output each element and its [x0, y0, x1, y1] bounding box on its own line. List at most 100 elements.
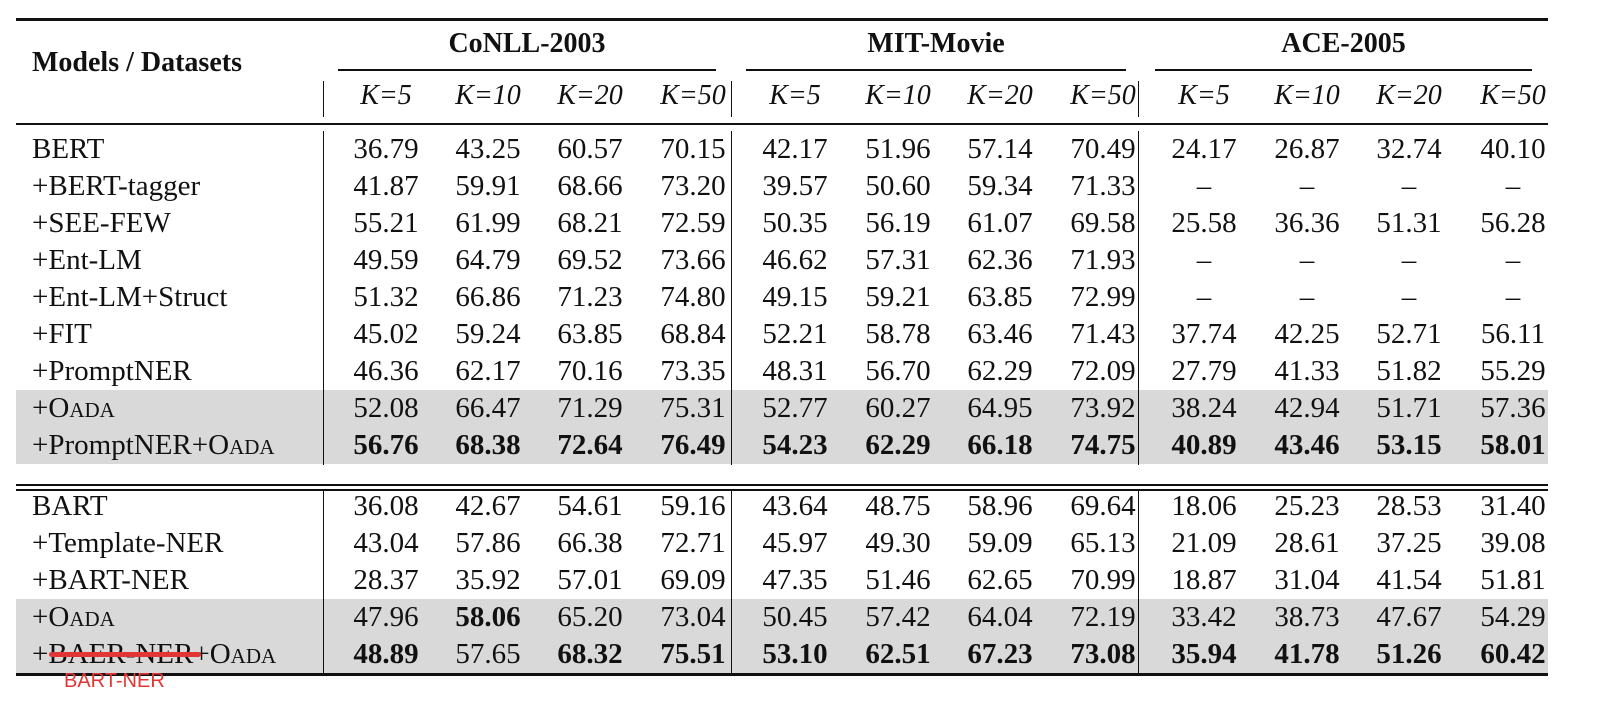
score-cell: 38.24 — [1171, 392, 1237, 424]
score-cell: 48.75 — [865, 490, 931, 522]
score-cell: 56.19 — [865, 207, 931, 239]
score-cell: 71.29 — [557, 392, 623, 424]
score-cell: 56.76 — [353, 429, 419, 461]
score-cell: 49.15 — [762, 281, 828, 313]
score-cell: 69.64 — [1070, 490, 1136, 522]
score-cell: 57.36 — [1480, 392, 1546, 424]
score-cell: 42.67 — [455, 490, 521, 522]
k-header: K=10 — [1274, 80, 1340, 111]
vsep-header-1 — [323, 81, 325, 117]
score-cell: 52.77 — [762, 392, 828, 424]
score-cell: 46.62 — [762, 244, 828, 276]
model-name: +BERT-tagger — [32, 170, 201, 202]
mitmovie-underline — [746, 69, 1126, 71]
score-cell: 36.79 — [353, 133, 419, 165]
score-cell: 56.28 — [1480, 207, 1546, 239]
score-cell: 50.35 — [762, 207, 828, 239]
score-cell: 61.99 — [455, 207, 521, 239]
k-header: K=10 — [455, 80, 521, 111]
score-cell: 72.19 — [1070, 601, 1136, 633]
score-cell: 53.10 — [762, 638, 828, 670]
score-cell: 45.02 — [353, 318, 419, 350]
score-cell: 57.31 — [865, 244, 931, 276]
vsep-bert-1 — [323, 131, 325, 465]
score-cell: 31.40 — [1480, 490, 1546, 522]
score-cell: – — [1401, 244, 1417, 276]
score-cell: 72.59 — [660, 207, 726, 239]
vsep-header-2 — [731, 81, 733, 117]
score-cell: 68.38 — [455, 429, 521, 461]
score-cell: 21.09 — [1171, 527, 1237, 559]
score-cell: 56.11 — [1480, 318, 1546, 350]
model-name: +Ent-LM+Struct — [32, 281, 228, 313]
score-cell: – — [1196, 170, 1212, 202]
score-cell: 68.21 — [557, 207, 623, 239]
score-cell: 42.94 — [1274, 392, 1340, 424]
score-cell: 56.70 — [865, 355, 931, 387]
score-cell: 41.87 — [353, 170, 419, 202]
score-cell: 52.08 — [353, 392, 419, 424]
vsep-bert-2 — [731, 131, 733, 465]
score-cell: 25.58 — [1171, 207, 1237, 239]
highlight-row-shade — [16, 636, 1548, 673]
k-header: K=5 — [1178, 80, 1230, 111]
score-cell: 57.65 — [455, 638, 521, 670]
score-cell: 51.82 — [1376, 355, 1442, 387]
score-cell: 73.08 — [1070, 638, 1136, 670]
score-cell: 54.23 — [762, 429, 828, 461]
score-cell: 68.32 — [557, 638, 623, 670]
score-cell: 38.73 — [1274, 601, 1340, 633]
score-cell: 71.33 — [1070, 170, 1136, 202]
model-name: +BART-NER — [32, 564, 189, 596]
score-cell: 57.42 — [865, 601, 931, 633]
score-cell: 47.96 — [353, 601, 419, 633]
score-cell: 52.21 — [762, 318, 828, 350]
model-name: +SEE-FEW — [32, 207, 171, 239]
score-cell: 58.06 — [455, 601, 521, 633]
correction-annotation: BART-NER — [64, 670, 165, 692]
corner-header: Models / Datasets — [32, 47, 242, 78]
score-cell: 47.35 — [762, 564, 828, 596]
score-cell: 55.29 — [1480, 355, 1546, 387]
score-cell: 74.75 — [1070, 429, 1136, 461]
score-cell: 73.35 — [660, 355, 726, 387]
score-cell: 39.08 — [1480, 527, 1546, 559]
score-cell: 68.66 — [557, 170, 623, 202]
score-cell: 75.51 — [660, 638, 726, 670]
k-header: K=5 — [360, 80, 412, 111]
score-cell: 73.04 — [660, 601, 726, 633]
score-cell: 31.04 — [1274, 564, 1340, 596]
score-cell: 64.79 — [455, 244, 521, 276]
score-cell: – — [1401, 281, 1417, 313]
score-cell: 59.91 — [455, 170, 521, 202]
score-cell: 54.29 — [1480, 601, 1546, 633]
vsep-bart-2 — [731, 491, 733, 673]
score-cell: 27.79 — [1171, 355, 1237, 387]
score-cell: – — [1196, 281, 1212, 313]
score-cell: 35.92 — [455, 564, 521, 596]
k-header: K=20 — [967, 80, 1033, 111]
score-cell: 43.64 — [762, 490, 828, 522]
score-cell: 43.25 — [455, 133, 521, 165]
score-cell: 49.30 — [865, 527, 931, 559]
score-cell: 18.06 — [1171, 490, 1237, 522]
k-header: K=5 — [769, 80, 821, 111]
score-cell: – — [1299, 244, 1315, 276]
score-cell: 69.09 — [660, 564, 726, 596]
score-cell: 45.97 — [762, 527, 828, 559]
score-cell: 74.80 — [660, 281, 726, 313]
score-cell: 59.16 — [660, 490, 726, 522]
score-cell: 62.36 — [967, 244, 1033, 276]
model-name: BERT — [32, 133, 105, 165]
score-cell: 28.37 — [353, 564, 419, 596]
model-name: +FIT — [32, 318, 92, 350]
score-cell: – — [1505, 281, 1521, 313]
score-cell: 71.23 — [557, 281, 623, 313]
model-name: +Ent-LM — [32, 244, 142, 276]
score-cell: 25.23 — [1274, 490, 1340, 522]
score-cell: 24.17 — [1171, 133, 1237, 165]
score-cell: 55.21 — [353, 207, 419, 239]
score-cell: 41.33 — [1274, 355, 1340, 387]
model-name: +PromptNER — [32, 355, 192, 387]
score-cell: 73.92 — [1070, 392, 1136, 424]
